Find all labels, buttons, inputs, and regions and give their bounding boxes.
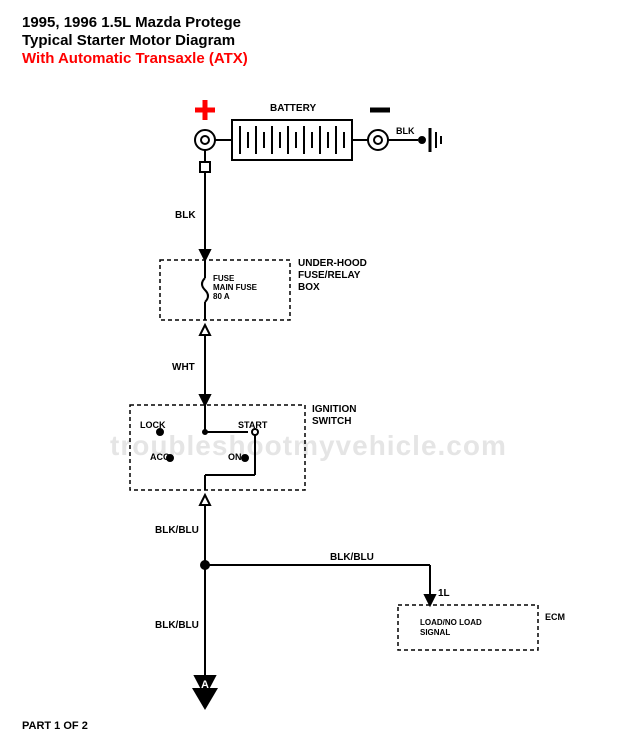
battery-plus-icon	[195, 100, 215, 120]
connector-a-icon	[192, 688, 218, 710]
battery-label: BATTERY	[270, 103, 316, 114]
wire-wht-label: WHT	[172, 362, 195, 373]
wire-blkblu-main	[195, 495, 435, 695]
ignition-start: START	[238, 420, 267, 430]
part-label: PART 1 OF 2	[22, 720, 88, 732]
ignition-switch-internals	[157, 405, 258, 490]
wire-blkblu-3: BLK/BLU	[155, 620, 199, 631]
ecm-box	[398, 605, 538, 650]
wire-from-positive	[200, 150, 210, 260]
ecm-pin: 1L	[438, 588, 450, 599]
wire-blk-label: BLK	[175, 210, 196, 221]
ignition-title-2: SWITCH	[312, 416, 351, 427]
ecm-label: ECM	[545, 612, 565, 622]
fuse-symbol	[202, 260, 208, 320]
wire-blkblu-1: BLK/BLU	[155, 525, 199, 536]
battery-box	[232, 120, 352, 160]
fuse-label-1: FUSE	[213, 274, 234, 283]
ignition-switch-box	[130, 405, 305, 490]
neg-wire-label: BLK	[396, 126, 415, 136]
ignition-lock: LOCK	[140, 420, 166, 430]
wire-wht	[200, 325, 210, 405]
ignition-acc: ACC	[150, 452, 170, 462]
positive-terminal-icon	[195, 130, 232, 150]
fuse-label-3: 80 A	[213, 292, 230, 301]
fusebox-title-3: BOX	[298, 282, 320, 293]
wire-blkblu-2: BLK/BLU	[330, 552, 374, 563]
ecm-line-1: LOAD/NO LOAD	[420, 618, 482, 627]
fuse-label-2: MAIN FUSE	[213, 283, 257, 292]
ignition-on: ON	[228, 452, 242, 462]
ecm-line-2: SIGNAL	[420, 628, 450, 637]
connector-a-label: A	[201, 679, 209, 691]
battery-cells	[240, 126, 344, 154]
fusebox-title-1: UNDER-HOOD	[298, 258, 367, 269]
fusebox-title-2: FUSE/RELAY	[298, 270, 360, 281]
ignition-title-1: IGNITION	[312, 404, 356, 415]
